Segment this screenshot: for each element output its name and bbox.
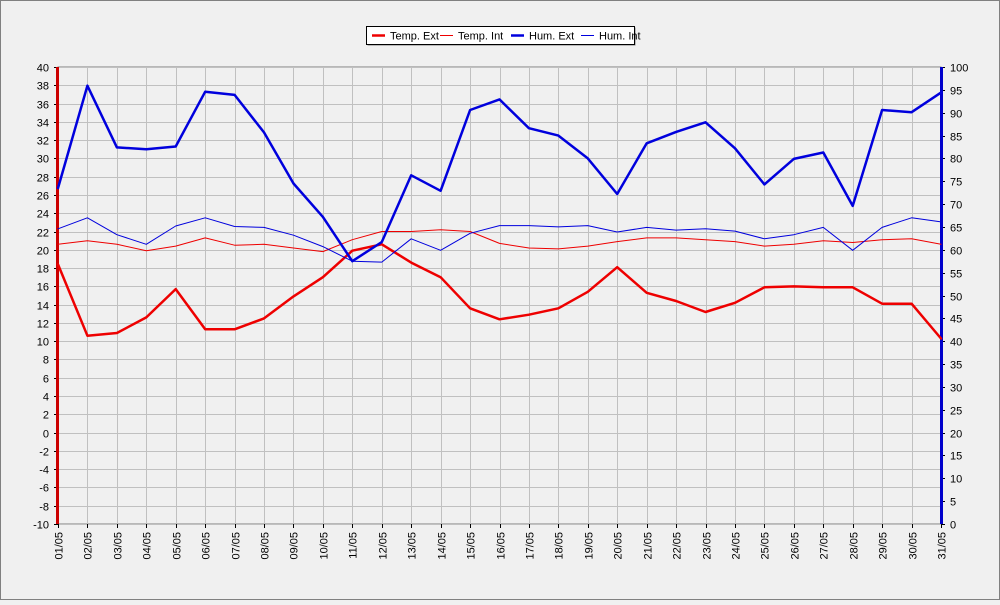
x-tick-label: 17/05: [525, 532, 537, 560]
x-tick-label: 10/05: [319, 532, 331, 560]
x-tick-label: 16/05: [496, 532, 508, 560]
y-right-tick-label: 30: [950, 383, 962, 395]
y-left-tick-label: 22: [37, 228, 49, 240]
y-left-tick-label: 16: [37, 282, 49, 294]
series-line-temp-int: [57, 229, 942, 253]
y-left-tick-label: 32: [37, 136, 49, 148]
y-left-tick-label: 12: [37, 319, 49, 331]
legend-label-hum-int: Hum. Int: [599, 31, 641, 43]
y-left-tick-label: 28: [37, 173, 49, 185]
y-left-axis-bar: [56, 67, 59, 524]
y-right-tick-label: 50: [950, 292, 962, 304]
y-right-tick-label: 95: [950, 86, 962, 98]
x-tick-label: 07/05: [231, 532, 243, 560]
y-right-tick-label: 100: [950, 63, 968, 75]
y-left-tick-label: -4: [39, 465, 49, 477]
series-line-hum-int: [57, 217, 942, 263]
x-tick-label: 20/05: [613, 532, 625, 560]
y-right-axis-bar: [940, 67, 943, 524]
x-tick-label: 02/05: [83, 532, 95, 560]
y-right-tick-label: 0: [950, 520, 956, 532]
legend: Temp. Ext Temp. Int Hum. Ext Hum. Int: [366, 26, 641, 46]
y-right-tick-label: 60: [950, 246, 962, 258]
y-right-tick-label: 65: [950, 223, 962, 235]
x-tick-label: 23/05: [702, 532, 714, 560]
y-left-tick-label: -6: [39, 483, 49, 495]
y-right-tick-label: 70: [950, 200, 962, 212]
x-tick-label: 28/05: [849, 532, 861, 560]
x-tick-label: 26/05: [790, 532, 802, 560]
y-left-tick-label: 18: [37, 264, 49, 276]
series-line-hum-ext: [56, 84, 943, 263]
y-left-tick-label: 2: [43, 410, 49, 422]
x-tick-label: 14/05: [437, 532, 449, 560]
x-tick-label: 06/05: [201, 532, 213, 560]
y-right-tick-label: 5: [950, 497, 956, 509]
y-left-tick-label: -2: [39, 447, 49, 459]
y-left-tick-label: -8: [39, 502, 49, 514]
x-tick-label: 05/05: [172, 532, 184, 560]
x-tick-label: 01/05: [54, 532, 66, 560]
x-tick-label: 03/05: [113, 532, 125, 560]
series-lines: [56, 84, 943, 340]
y-left-tick-label: 6: [43, 374, 49, 386]
y-left-tick-label: 36: [37, 100, 49, 112]
legend-label-hum-ext: Hum. Ext: [529, 31, 574, 43]
x-tick-label: 22/05: [672, 532, 684, 560]
x-tick-label: 29/05: [878, 532, 890, 560]
y-left-tick-label: 24: [37, 209, 49, 221]
y-left-tick-label: 38: [37, 81, 49, 93]
x-tick-label: 11/05: [348, 532, 360, 559]
x-tick-label: 08/05: [260, 532, 272, 560]
y-left-tick-label: 4: [43, 392, 49, 404]
y-left-tick-label: 30: [37, 154, 49, 166]
x-tick-label: 15/05: [466, 532, 478, 560]
x-tick-label: 27/05: [819, 532, 831, 560]
y-left-tick-label: 26: [37, 191, 49, 203]
y-right-tick-label: 40: [950, 337, 962, 349]
y-left-tick-label: 34: [37, 118, 49, 130]
x-tick-label: 04/05: [142, 532, 154, 560]
plot-area: [57, 66, 942, 525]
legend-label-temp-ext: Temp. Ext: [390, 31, 439, 43]
y-right-tick-label: 35: [950, 360, 962, 372]
legend-box: [366, 26, 635, 45]
x-tick-label: 31/05: [937, 532, 949, 560]
y-right-tick-label: 45: [950, 314, 962, 326]
y-left-tick-label: 8: [43, 355, 49, 367]
x-tick-label: 12/05: [378, 532, 390, 560]
y-right-tick-label: 80: [950, 154, 962, 166]
y-right-tick-label: 25: [950, 406, 962, 418]
y-left-tick-label: 14: [37, 301, 49, 313]
y-left-tick-label: 10: [37, 337, 49, 349]
y-right-tick-label: 90: [950, 109, 962, 121]
y-right-tick-label: 20: [950, 429, 962, 441]
y-right-tick-label: 75: [950, 177, 962, 189]
y-left-tick-label: 0: [43, 429, 49, 441]
x-tick-label: 19/05: [584, 532, 596, 560]
x-tick-label: 24/05: [731, 532, 743, 560]
y-left-tick-label: 40: [37, 63, 49, 75]
x-tick-label: 30/05: [908, 532, 920, 560]
x-tick-label: 13/05: [407, 532, 419, 560]
x-tick-label: 09/05: [289, 532, 301, 560]
y-right-tick-label: 85: [950, 132, 962, 144]
axes: -10-8-6-4-202468101214161820222426283032…: [33, 63, 968, 560]
y-right-tick-label: 55: [950, 269, 962, 281]
y-left-tick-label: 20: [37, 246, 49, 258]
y-right-tick-label: 10: [950, 474, 962, 486]
x-tick-label: 21/05: [643, 532, 655, 560]
x-tick-label: 18/05: [554, 532, 566, 560]
series-line-temp-ext: [56, 243, 943, 340]
y-left-tick-label: -10: [33, 520, 49, 532]
x-tick-label: 25/05: [760, 532, 772, 560]
legend-label-temp-int: Temp. Int: [458, 31, 503, 43]
y-right-tick-label: 15: [950, 451, 962, 463]
